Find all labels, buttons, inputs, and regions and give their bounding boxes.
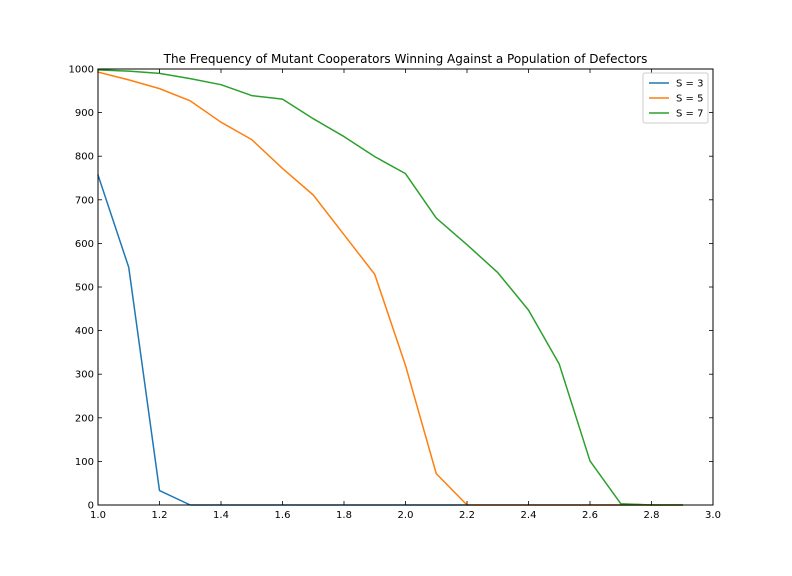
x-tick-label: 2.6 [582,510,598,521]
plot-area: 1.0 1.2 1.4 1.6 1.8 2.0 2.2 2.4 2.6 2.8 3.0 0 100 200… [69,65,721,522]
series-line-1 [97,174,683,506]
x-tick-label: 1.6 [275,510,291,521]
y-tick-label: 500 [75,283,94,294]
x-tick-label: 3.0 [705,510,721,521]
y-tick-label: 600 [75,239,94,250]
legend-label-1: S = 3 [676,79,703,90]
series-line-2 [97,71,683,506]
y-tick-label: 900 [75,108,94,119]
x-tick-label: 2.8 [644,510,660,521]
chart-title: The Frequency of Mutant Cooperators Winn… [163,52,648,66]
y-tick-label: 800 [75,152,94,163]
y-tick-label: 1000 [69,65,94,76]
series-line-3 [97,69,683,506]
y-tick-label: 700 [75,195,94,206]
plot-frame [97,68,714,506]
y-tick-label: 200 [75,413,94,424]
x-tick-label: 1.8 [336,510,352,521]
legend: S = 3 S = 5 S = 7 [642,72,709,124]
x-tick-label: 1.4 [213,510,229,521]
x-tick-label: 2.4 [521,510,537,521]
y-tick-label: 400 [75,326,94,337]
legend-label-2: S = 5 [676,94,703,105]
x-tick-label: 2.0 [398,510,414,521]
legend-box [642,72,709,124]
y-tick-label: 0 [88,501,94,512]
legend-label-3: S = 7 [676,109,703,120]
y-tick-label: 100 [75,457,94,468]
x-tick-label: 1.2 [152,510,168,521]
x-tick-label: 1.0 [90,510,106,521]
y-tick-label: 300 [75,370,94,381]
x-tick-label: 2.2 [459,510,475,521]
